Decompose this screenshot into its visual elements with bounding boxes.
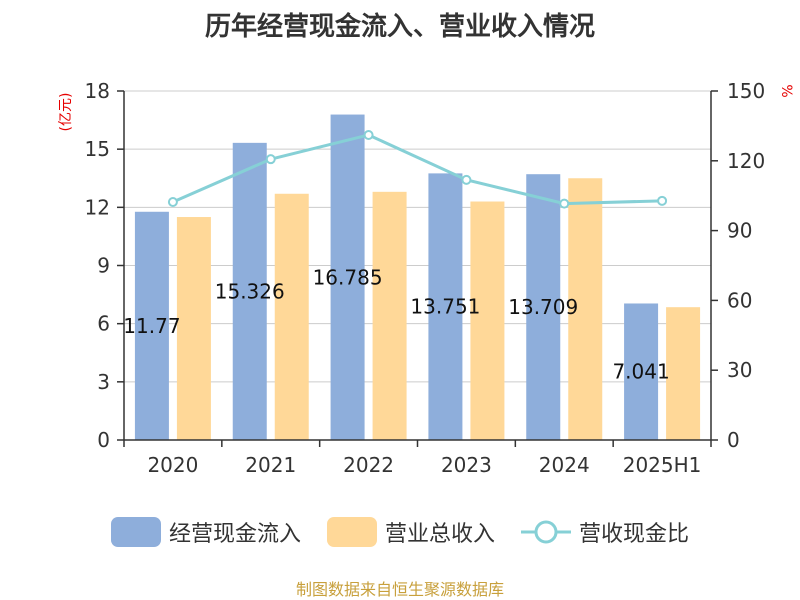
bar-revenue	[274, 193, 309, 440]
data-label-cash-inflow: 7.041	[612, 360, 669, 384]
legend-item-ratio[interactable]: 营收现金比	[521, 516, 689, 548]
right-axis-tick-label: 120	[727, 149, 765, 173]
data-label-cash-inflow: 11.77	[123, 314, 180, 338]
line-ratio	[172, 133, 663, 206]
legend-line-marker-icon	[521, 520, 571, 544]
line-point-ratio	[265, 154, 276, 165]
legend-label-cash-inflow: 经营现金流入	[168, 522, 301, 547]
x-axis-tick-label: 2025H1	[623, 453, 702, 477]
right-axis-tick-label: 90	[727, 219, 752, 243]
left-axis-unit: (亿元)	[58, 93, 74, 132]
right-axis-tick-label: 60	[727, 288, 752, 312]
legend-swatch-revenue	[326, 517, 377, 547]
left-axis-tick-label: 0	[97, 428, 110, 452]
legend-item-revenue[interactable]: 营业总收入	[326, 516, 495, 548]
x-axis-tick-label: 2024	[539, 453, 590, 477]
left-axis-tick-label: 3	[97, 370, 110, 394]
x-axis-tick-label: 2021	[245, 453, 296, 477]
legend-item-cash-inflow[interactable]: 经营现金流入	[110, 516, 301, 548]
right-axis-unit: %	[778, 84, 794, 97]
bar-revenue	[666, 307, 701, 440]
line-point-ratio	[461, 174, 472, 185]
bar-cash-inflow	[428, 173, 463, 440]
legend-label-ratio: 营收现金比	[579, 522, 690, 547]
x-axis-tick-label: 2022	[343, 453, 394, 477]
line-point-ratio	[363, 129, 374, 140]
bar-revenue	[470, 201, 505, 440]
data-source-note: 制图数据来自恒生聚源数据库	[295, 580, 504, 599]
right-axis-tick-label: 150	[727, 79, 765, 103]
bar-cash-inflow	[134, 211, 169, 440]
legend-swatch-cash-inflow	[110, 517, 161, 547]
bar-revenue	[176, 217, 211, 440]
data-label-cash-inflow: 13.709	[508, 295, 578, 319]
left-axis-tick-label: 6	[97, 312, 110, 336]
left-axis-tick-label: 12	[85, 195, 110, 219]
bar-cash-inflow	[526, 174, 561, 440]
line-point-ratio	[167, 196, 178, 207]
x-axis-tick-label: 2020	[147, 453, 198, 477]
bar-cash-inflow	[232, 142, 267, 440]
legend-label-revenue: 营业总收入	[384, 522, 495, 547]
left-axis-tick-label: 9	[97, 254, 110, 278]
line-point-ratio	[559, 198, 570, 209]
chart-title: 历年经营现金流入、营业收入情况	[204, 12, 595, 42]
left-axis-tick-label: 15	[85, 137, 110, 161]
data-label-cash-inflow: 15.326	[215, 279, 285, 303]
bar-cash-inflow	[624, 303, 659, 440]
data-label-cash-inflow: 16.785	[313, 265, 383, 289]
right-axis-tick-label: 0	[727, 428, 740, 452]
line-point-ratio	[657, 195, 668, 206]
data-label-cash-inflow: 13.751	[410, 295, 480, 319]
legend: 经营现金流入 营业总收入 营收现金比	[0, 516, 800, 548]
right-axis-tick-label: 30	[727, 358, 752, 382]
bar-cash-inflow	[330, 114, 365, 441]
left-axis-tick-label: 18	[85, 79, 110, 103]
bar-revenue	[568, 178, 603, 440]
x-axis-tick-label: 2023	[441, 453, 492, 477]
bar-revenue	[372, 191, 407, 440]
